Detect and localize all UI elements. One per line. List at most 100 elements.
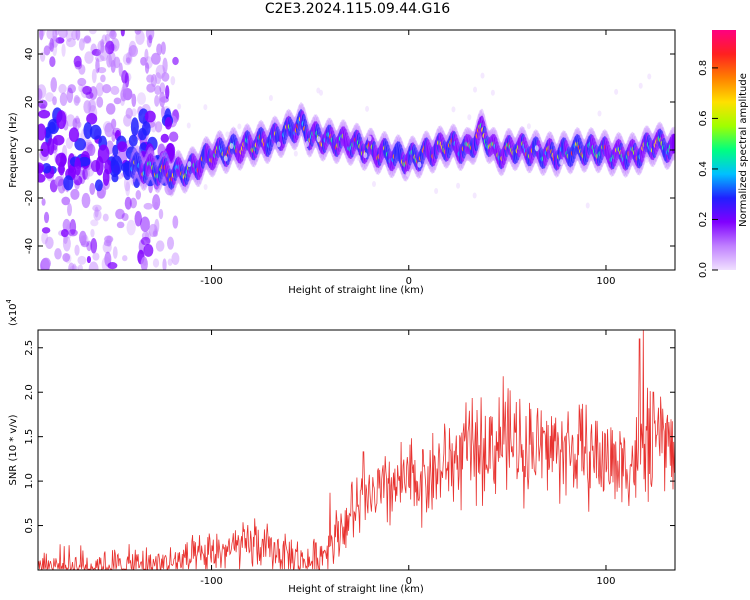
noise-cell	[166, 236, 175, 250]
noise-cell	[84, 51, 94, 64]
noise-cell	[111, 131, 116, 142]
noise-cell	[120, 30, 125, 37]
noise-cell	[154, 218, 160, 234]
noise-cell	[67, 84, 76, 94]
noise-cell	[473, 86, 478, 93]
noise-cell	[82, 168, 88, 180]
noise-cell	[118, 62, 123, 77]
y-tick-label: 2.5	[24, 340, 35, 356]
noise-cell	[203, 183, 208, 190]
noise-cell	[145, 176, 155, 187]
noise-cell	[93, 209, 102, 221]
noise-cell	[434, 187, 439, 194]
noise-cell	[62, 253, 71, 262]
noise-cell	[68, 262, 75, 270]
noise-cell	[70, 188, 80, 200]
noise-cell	[154, 85, 162, 96]
noise-cell	[125, 107, 133, 119]
x-tick-label: -100	[200, 276, 223, 287]
noise-cell	[456, 182, 461, 189]
noise-cell	[128, 134, 138, 147]
noise-cell	[41, 198, 46, 206]
noise-cell	[74, 138, 87, 151]
noise-cell	[102, 83, 112, 94]
noise-cell	[158, 208, 164, 220]
noise-cell	[104, 159, 113, 175]
noise-cell	[170, 76, 176, 86]
noise-cell	[177, 103, 182, 110]
y-tick-label: 20	[24, 96, 35, 109]
noise-cell	[49, 38, 55, 52]
noise-cell	[77, 77, 87, 87]
noise-cell	[107, 262, 118, 270]
noise-cell	[41, 227, 51, 234]
noise-cell	[490, 89, 495, 96]
noise-cell	[451, 106, 456, 113]
noise-cell	[597, 110, 602, 117]
noise-cell	[293, 150, 298, 157]
noise-cell	[38, 99, 48, 109]
noise-cell	[67, 229, 78, 237]
noise-cell	[58, 83, 67, 94]
noise-cell	[168, 131, 179, 142]
noise-cell	[237, 123, 242, 130]
noise-cell	[39, 30, 44, 41]
noise-cell	[160, 133, 170, 143]
colorbar-tick-label: 0.6	[698, 110, 709, 126]
noise-cell	[122, 53, 133, 66]
noise-cell	[50, 77, 57, 93]
noise-cell	[150, 52, 161, 65]
snr-xlabel: Height of straight line (km)	[288, 584, 424, 595]
noise-cell	[73, 55, 82, 68]
noise-cell	[88, 261, 99, 270]
noise-cell	[86, 143, 96, 157]
noise-cell	[172, 215, 179, 229]
noise-cell	[97, 144, 110, 164]
noise-cell	[78, 38, 85, 51]
noise-cell	[65, 114, 76, 127]
noise-cell	[74, 244, 80, 256]
figure-title: C2E3.2024.115.09.44.G16	[264, 1, 451, 17]
noise-cell	[46, 30, 54, 40]
noise-cell	[155, 240, 165, 252]
noise-cell	[150, 73, 157, 88]
y-tick-label: 0.5	[24, 518, 35, 534]
noise-cell	[113, 97, 122, 105]
noise-cell	[102, 213, 109, 222]
noise-cell	[88, 98, 97, 112]
noise-cell	[38, 162, 45, 173]
noise-cell	[131, 108, 137, 117]
noise-cell	[120, 88, 128, 102]
snr-ylabel: SNR (10 * v/v)	[8, 414, 19, 485]
noise-cell	[74, 180, 80, 190]
noise-cell	[77, 121, 82, 128]
noise-cell	[47, 42, 54, 50]
noise-cell	[140, 216, 150, 233]
noise-cell	[52, 40, 58, 57]
noise-cell	[59, 92, 68, 106]
noise-cell	[162, 57, 168, 74]
noise-cell	[110, 60, 116, 73]
noise-cell	[161, 72, 170, 82]
noise-cell	[83, 100, 92, 114]
noise-cell	[104, 34, 110, 43]
noise-cell	[132, 173, 141, 188]
noise-cell	[187, 161, 192, 168]
noise-cell	[156, 43, 163, 56]
noise-cell	[41, 162, 52, 174]
noise-cell	[75, 30, 81, 41]
noise-cell	[97, 66, 107, 74]
noise-cell	[73, 95, 80, 106]
noise-cell	[105, 103, 116, 115]
noise-cell	[100, 41, 105, 54]
noise-cell	[52, 96, 57, 106]
noise-cell	[154, 95, 160, 107]
noise-cell	[644, 156, 649, 163]
noise-cell	[125, 57, 131, 64]
noise-cell	[45, 92, 54, 102]
noise-cell	[78, 230, 87, 245]
colorbar-tick-label: 0.8	[698, 60, 709, 76]
noise-cell	[143, 244, 154, 257]
y-tick-label: -20	[24, 190, 35, 206]
noise-cell	[276, 141, 281, 148]
